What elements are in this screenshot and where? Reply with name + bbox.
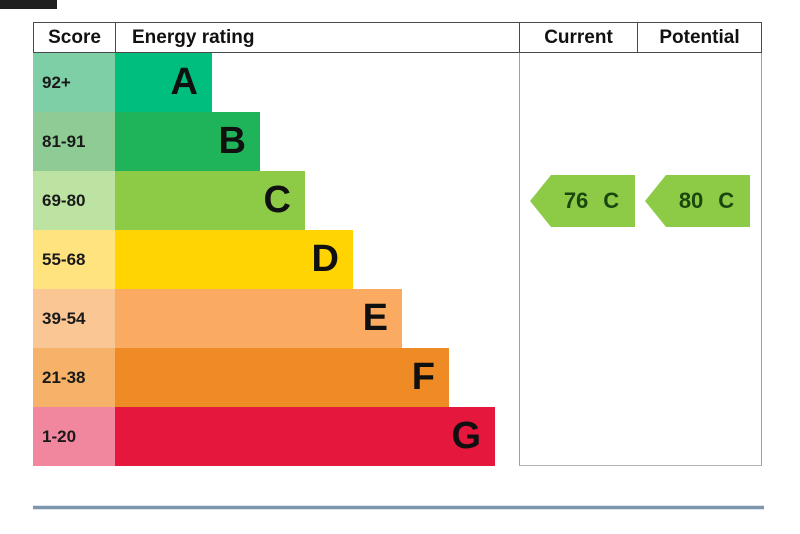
band-row-a: 92+ A [33,53,762,112]
score-range-c: 69-80 [42,190,86,210]
band-letter-g: G [451,415,481,457]
potential-band-letter: C [718,188,735,213]
band-row-g: 1-20 G [33,407,762,466]
score-cell-g: 1-20 [33,407,115,466]
band-letter-b: B [218,120,246,162]
header-score: Score [33,22,116,53]
score-range-b: 81-91 [42,131,86,151]
rating-bar-a: A [115,53,212,112]
band-letter-d: D [311,238,339,280]
score-cell-c: 69-80 [33,171,115,230]
current-rating-arrow: 76 C [530,175,635,227]
band-row-d: 55-68 D [33,230,762,289]
score-range-f: 21-38 [42,367,86,387]
score-cell-f: 21-38 [33,348,115,407]
rating-bar-e: E [115,289,402,348]
potential-column: 80 C [637,53,762,466]
score-cell-a: 92+ [33,53,115,112]
band-row-c: 69-80 C [33,171,762,230]
current-column: 76 C [519,53,638,466]
band-row-b: 81-91 B [33,112,762,171]
header-energy-rating: Energy rating [115,22,520,53]
score-range-e: 39-54 [42,308,86,328]
cropped-ui-fragment [0,0,57,9]
band-row-e: 39-54 E [33,289,762,348]
rating-bar-d: D [115,230,353,289]
score-cell-d: 55-68 [33,230,115,289]
band-letter-a: A [170,61,198,103]
score-range-d: 55-68 [42,249,86,269]
header-potential: Potential [637,22,762,53]
score-range-g: 1-20 [42,426,77,446]
rating-bar-b: B [115,112,260,171]
header-current: Current [519,22,638,53]
table-header: Score Energy rating Current Potential [33,22,762,53]
bottom-divider-line [33,506,764,509]
current-band-letter: C [603,188,620,213]
potential-score-value: 80 [678,188,704,213]
potential-rating-arrow: 80 C [645,175,750,227]
current-score-value: 76 [563,188,589,213]
band-row-f: 21-38 F [33,348,762,407]
rating-bar-c: C [115,171,305,230]
score-range-a: 92+ [42,72,71,92]
band-letter-e: E [362,297,388,339]
rating-bar-g: G [115,407,495,466]
rating-bar-f: F [115,348,449,407]
score-cell-e: 39-54 [33,289,115,348]
score-cell-b: 81-91 [33,112,115,171]
epc-rating-chart: Score Energy rating Current Potential 92… [33,22,762,466]
band-letter-f: F [411,356,435,398]
table-body: 92+ A 81-91 B 69-80 C 55-68 [33,53,762,466]
band-letter-c: C [263,179,291,221]
